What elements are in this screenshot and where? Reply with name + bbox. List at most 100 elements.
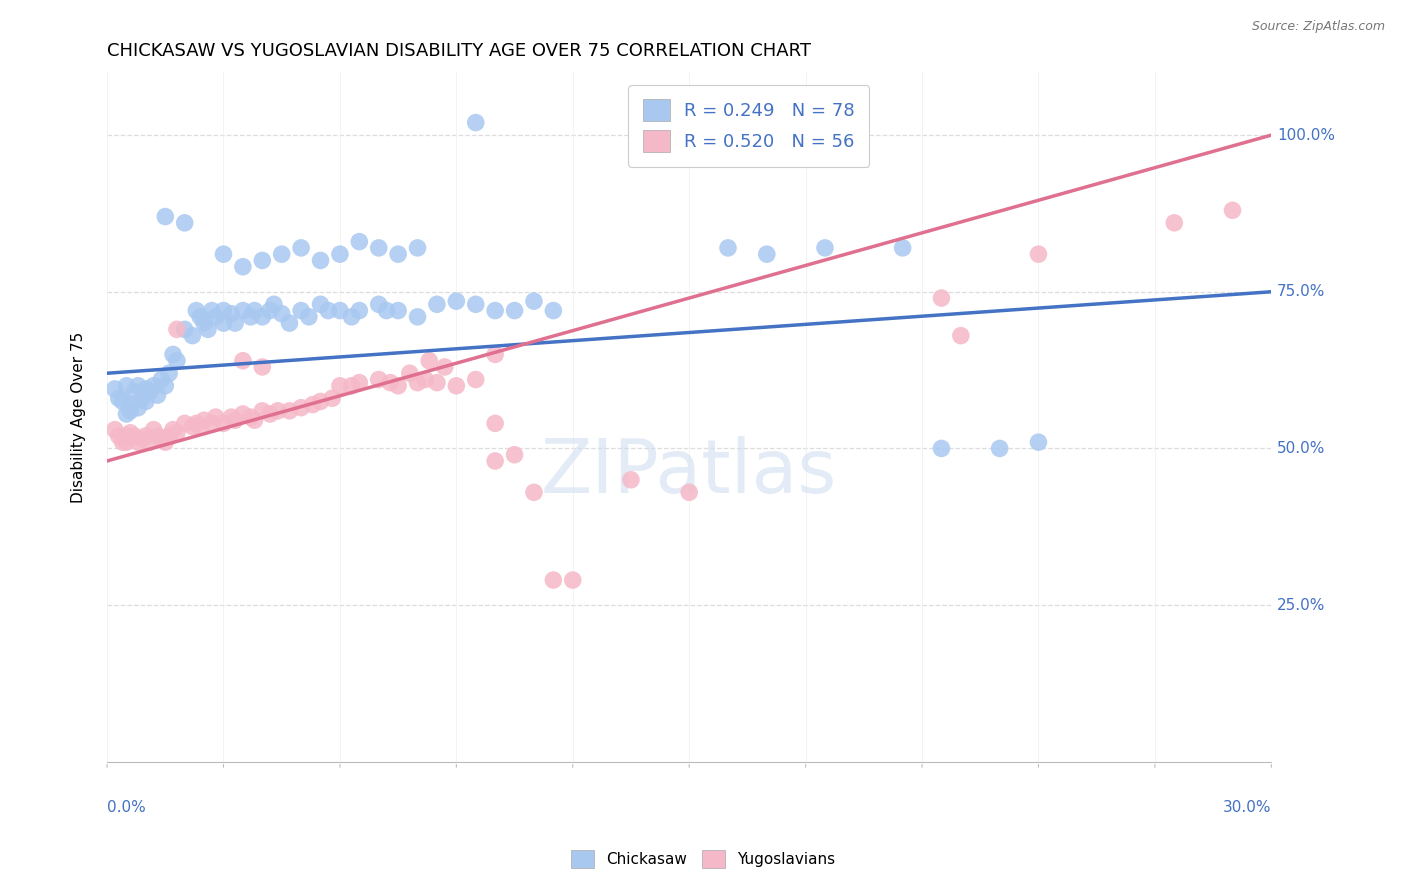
Point	[115, 407, 138, 421]
Point	[232, 260, 254, 274]
Point	[316, 303, 339, 318]
Point	[259, 303, 281, 318]
Point	[252, 310, 274, 324]
Point	[503, 448, 526, 462]
Point	[543, 303, 565, 318]
Text: Source: ZipAtlas.com: Source: ZipAtlas.com	[1251, 20, 1385, 33]
Point	[484, 417, 506, 431]
Point	[367, 297, 389, 311]
Point	[252, 359, 274, 374]
Point	[278, 404, 301, 418]
Point	[267, 404, 290, 418]
Point	[107, 392, 129, 406]
Point	[193, 413, 215, 427]
Point	[201, 303, 224, 318]
Point	[181, 328, 204, 343]
Point	[204, 410, 226, 425]
Point	[111, 435, 134, 450]
Point	[232, 353, 254, 368]
Point	[104, 423, 127, 437]
Point	[270, 307, 292, 321]
Point	[298, 310, 321, 324]
Point	[406, 241, 429, 255]
Point	[232, 303, 254, 318]
Point	[122, 429, 145, 443]
Text: 25.0%: 25.0%	[1277, 598, 1326, 613]
Point	[115, 378, 138, 392]
Point	[290, 241, 312, 255]
Point	[120, 398, 142, 412]
Point	[523, 294, 546, 309]
Y-axis label: Disability Age Over 75: Disability Age Over 75	[72, 332, 86, 503]
Point	[166, 353, 188, 368]
Point	[139, 435, 162, 450]
Point	[340, 310, 363, 324]
Point	[426, 297, 449, 311]
Point	[329, 378, 352, 392]
Point	[309, 253, 332, 268]
Point	[127, 401, 149, 415]
Point	[464, 115, 486, 129]
Point	[204, 310, 226, 324]
Point	[349, 303, 371, 318]
Point	[201, 417, 224, 431]
Point	[426, 376, 449, 390]
Point	[433, 359, 456, 374]
Point	[464, 372, 486, 386]
Point	[212, 303, 235, 318]
Point	[755, 247, 778, 261]
Text: 75.0%: 75.0%	[1277, 285, 1326, 300]
Point	[484, 454, 506, 468]
Point	[301, 398, 323, 412]
Point	[162, 423, 184, 437]
Point	[155, 378, 177, 392]
Text: 0.0%: 0.0%	[107, 800, 146, 814]
Text: 30.0%: 30.0%	[1223, 800, 1271, 814]
Point	[543, 573, 565, 587]
Point	[446, 294, 468, 309]
Point	[239, 310, 262, 324]
Point	[155, 210, 177, 224]
Point	[212, 316, 235, 330]
Point	[135, 382, 157, 396]
Point	[135, 429, 157, 443]
Point	[349, 376, 371, 390]
Point	[142, 423, 165, 437]
Text: CHICKASAW VS YUGOSLAVIAN DISABILITY AGE OVER 75 CORRELATION CHART: CHICKASAW VS YUGOSLAVIAN DISABILITY AGE …	[107, 42, 811, 60]
Point	[398, 366, 420, 380]
Point	[115, 429, 138, 443]
Point	[270, 247, 292, 261]
Point	[104, 382, 127, 396]
Point	[181, 419, 204, 434]
Point	[380, 376, 402, 390]
Point	[697, 109, 720, 123]
Point	[155, 435, 177, 450]
Point	[387, 303, 409, 318]
Point	[157, 429, 180, 443]
Point	[413, 372, 436, 386]
Point	[139, 385, 162, 400]
Point	[146, 429, 169, 443]
Point	[120, 425, 142, 440]
Point	[197, 322, 219, 336]
Point	[120, 404, 142, 418]
Point	[188, 310, 211, 324]
Point	[367, 241, 389, 255]
Point	[484, 303, 506, 318]
Point	[135, 394, 157, 409]
Point	[464, 297, 486, 311]
Point	[329, 303, 352, 318]
Point	[891, 241, 914, 255]
Point	[1028, 247, 1050, 261]
Point	[186, 303, 208, 318]
Point	[157, 366, 180, 380]
Point	[212, 417, 235, 431]
Point	[142, 378, 165, 392]
Point	[239, 410, 262, 425]
Point	[406, 310, 429, 324]
Point	[620, 473, 643, 487]
Point	[523, 485, 546, 500]
Text: 100.0%: 100.0%	[1277, 128, 1336, 143]
Point	[173, 417, 195, 431]
Point	[931, 291, 953, 305]
